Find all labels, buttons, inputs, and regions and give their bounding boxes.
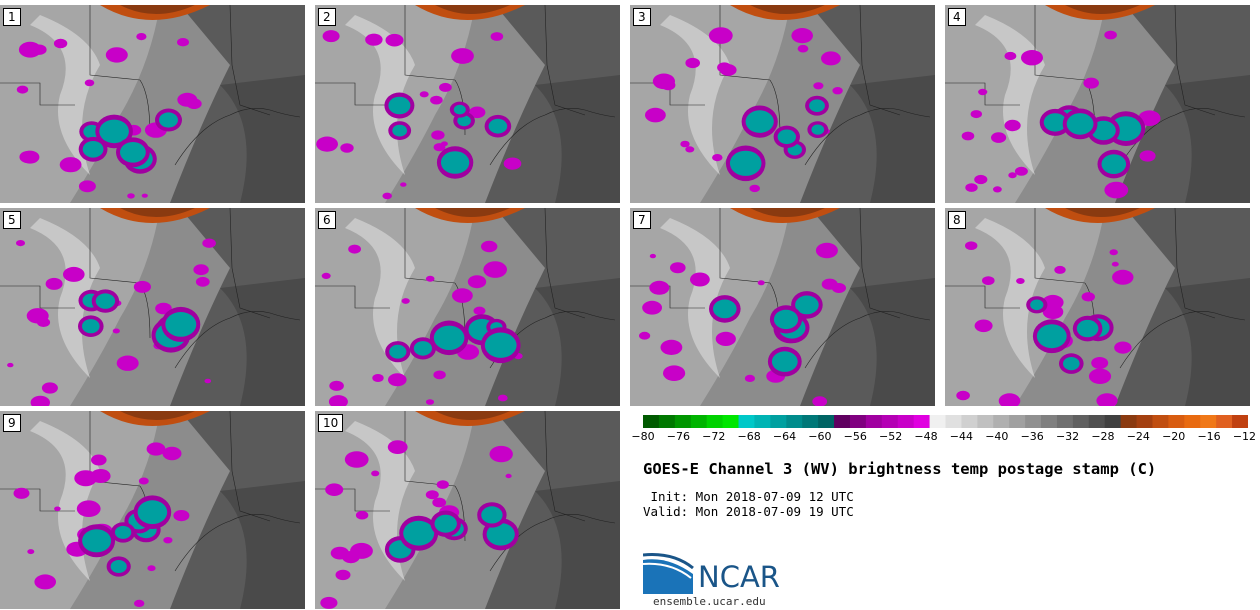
colorbar-tick-label: −32 <box>1055 430 1080 443</box>
colorbar-segment <box>1009 415 1026 428</box>
colorbar-tick-label: −52 <box>879 430 903 443</box>
colorbar-segment <box>1072 415 1090 428</box>
colorbar-segment <box>897 415 915 428</box>
map-panel: 10 <box>315 411 620 609</box>
figure-title: GOES-E Channel 3 (WV) brightness temp po… <box>643 460 1157 478</box>
colorbar-tick-label: −40 <box>985 430 1009 443</box>
colorbar-tick-label: −72 <box>702 430 726 443</box>
site-url: ensemble.ucar.edu <box>653 595 766 608</box>
colorbar-segment <box>1025 415 1042 428</box>
colorbar-segment <box>961 415 978 428</box>
colorbar-tick-label: −48 <box>914 430 938 443</box>
colorbar-tick-label: −68 <box>737 430 761 443</box>
colorbar-segment <box>977 415 994 428</box>
panel-number-label: 2 <box>318 8 336 26</box>
colorbar-segment <box>993 415 1010 428</box>
colorbar-segment <box>1088 415 1106 428</box>
colorbar-ticks: −80 −76 −72 −68 −64 −60 −56 −52 −48 −44 −40 −36 −32−… <box>630 430 1260 450</box>
colorbar-segment <box>770 415 787 428</box>
colorbar-segment <box>754 415 771 428</box>
colorbar-segment <box>1136 415 1153 428</box>
colorbar-tick-label: −44 <box>949 430 974 443</box>
panel-number-label: 4 <box>948 8 966 26</box>
colorbar-tick-label: −80 <box>631 430 655 443</box>
colorbar-segment <box>1216 415 1233 428</box>
colorbar-segment <box>1056 415 1074 428</box>
panel-number-label: 3 <box>633 8 651 26</box>
colorbar-segment <box>706 415 724 428</box>
colorbar-segment <box>674 415 692 428</box>
colorbar-segment <box>738 415 755 428</box>
colorbar-segment <box>945 415 962 428</box>
colorbar-segment <box>1041 415 1058 428</box>
ncar-logo-icon <box>643 553 694 594</box>
map-panel: 6 <box>315 208 620 406</box>
colorbar-tick-label: −24 <box>1126 430 1150 443</box>
colorbar-segment <box>929 415 946 428</box>
colorbar-segment <box>1120 415 1138 428</box>
colorbar-segment <box>1184 415 1201 428</box>
colorbar-segment <box>786 415 803 428</box>
init-time: Init: Mon 2018-07-09 12 UTC <box>643 489 854 504</box>
panel-number-label: 6 <box>318 211 336 229</box>
panel-number-label: 9 <box>3 414 21 432</box>
colorbar-segment <box>849 415 867 428</box>
colorbar-tick-label: −60 <box>808 430 832 443</box>
colorbar <box>643 415 1248 428</box>
valid-time: Valid: Mon 2018-07-09 19 UTC <box>643 504 854 519</box>
colorbar-segment <box>643 415 660 428</box>
panel-number-label: 10 <box>318 414 344 432</box>
panel-number-label: 8 <box>948 211 966 229</box>
colorbar-segment <box>834 415 851 428</box>
map-panel: 1 <box>0 5 305 203</box>
colorbar-segment <box>1104 415 1122 428</box>
colorbar-tick-label: −36 <box>1020 430 1044 443</box>
colorbar-segment <box>1168 415 1185 428</box>
map-panel: 8 <box>945 208 1250 406</box>
colorbar-segment <box>1152 415 1169 428</box>
colorbar-segment <box>722 415 740 428</box>
colorbar-tick-label: −20 <box>1162 430 1186 443</box>
map-panel: 7 <box>630 208 935 406</box>
colorbar-segment <box>1200 415 1217 428</box>
colorbar-segment <box>690 415 708 428</box>
ncar-logo-text: NCAR <box>698 560 780 594</box>
panel-number-label: 5 <box>3 211 21 229</box>
map-panel: 4 <box>945 5 1250 203</box>
colorbar-segment <box>1232 415 1248 428</box>
colorbar-tick-label: −28 <box>1091 430 1115 443</box>
colorbar-tick-label: −76 <box>666 430 690 443</box>
colorbar-segment <box>913 415 931 428</box>
map-panel: 2 <box>315 5 620 203</box>
panel-number-label: 1 <box>3 8 21 26</box>
map-panel: 3 <box>630 5 935 203</box>
colorbar-segment <box>881 415 899 428</box>
colorbar-tick-label: −12 <box>1232 430 1257 443</box>
colorbar-tick-label: −56 <box>843 430 867 443</box>
colorbar-segment <box>802 415 819 428</box>
colorbar-tick-label: −16 <box>1197 430 1221 443</box>
colorbar-segment <box>658 415 676 428</box>
map-panel: 5 <box>0 208 305 406</box>
colorbar-tick-label: −64 <box>772 430 797 443</box>
map-panel: 9 <box>0 411 305 609</box>
panel-number-label: 7 <box>633 211 651 229</box>
colorbar-segment <box>818 415 835 428</box>
colorbar-segment <box>865 415 883 428</box>
